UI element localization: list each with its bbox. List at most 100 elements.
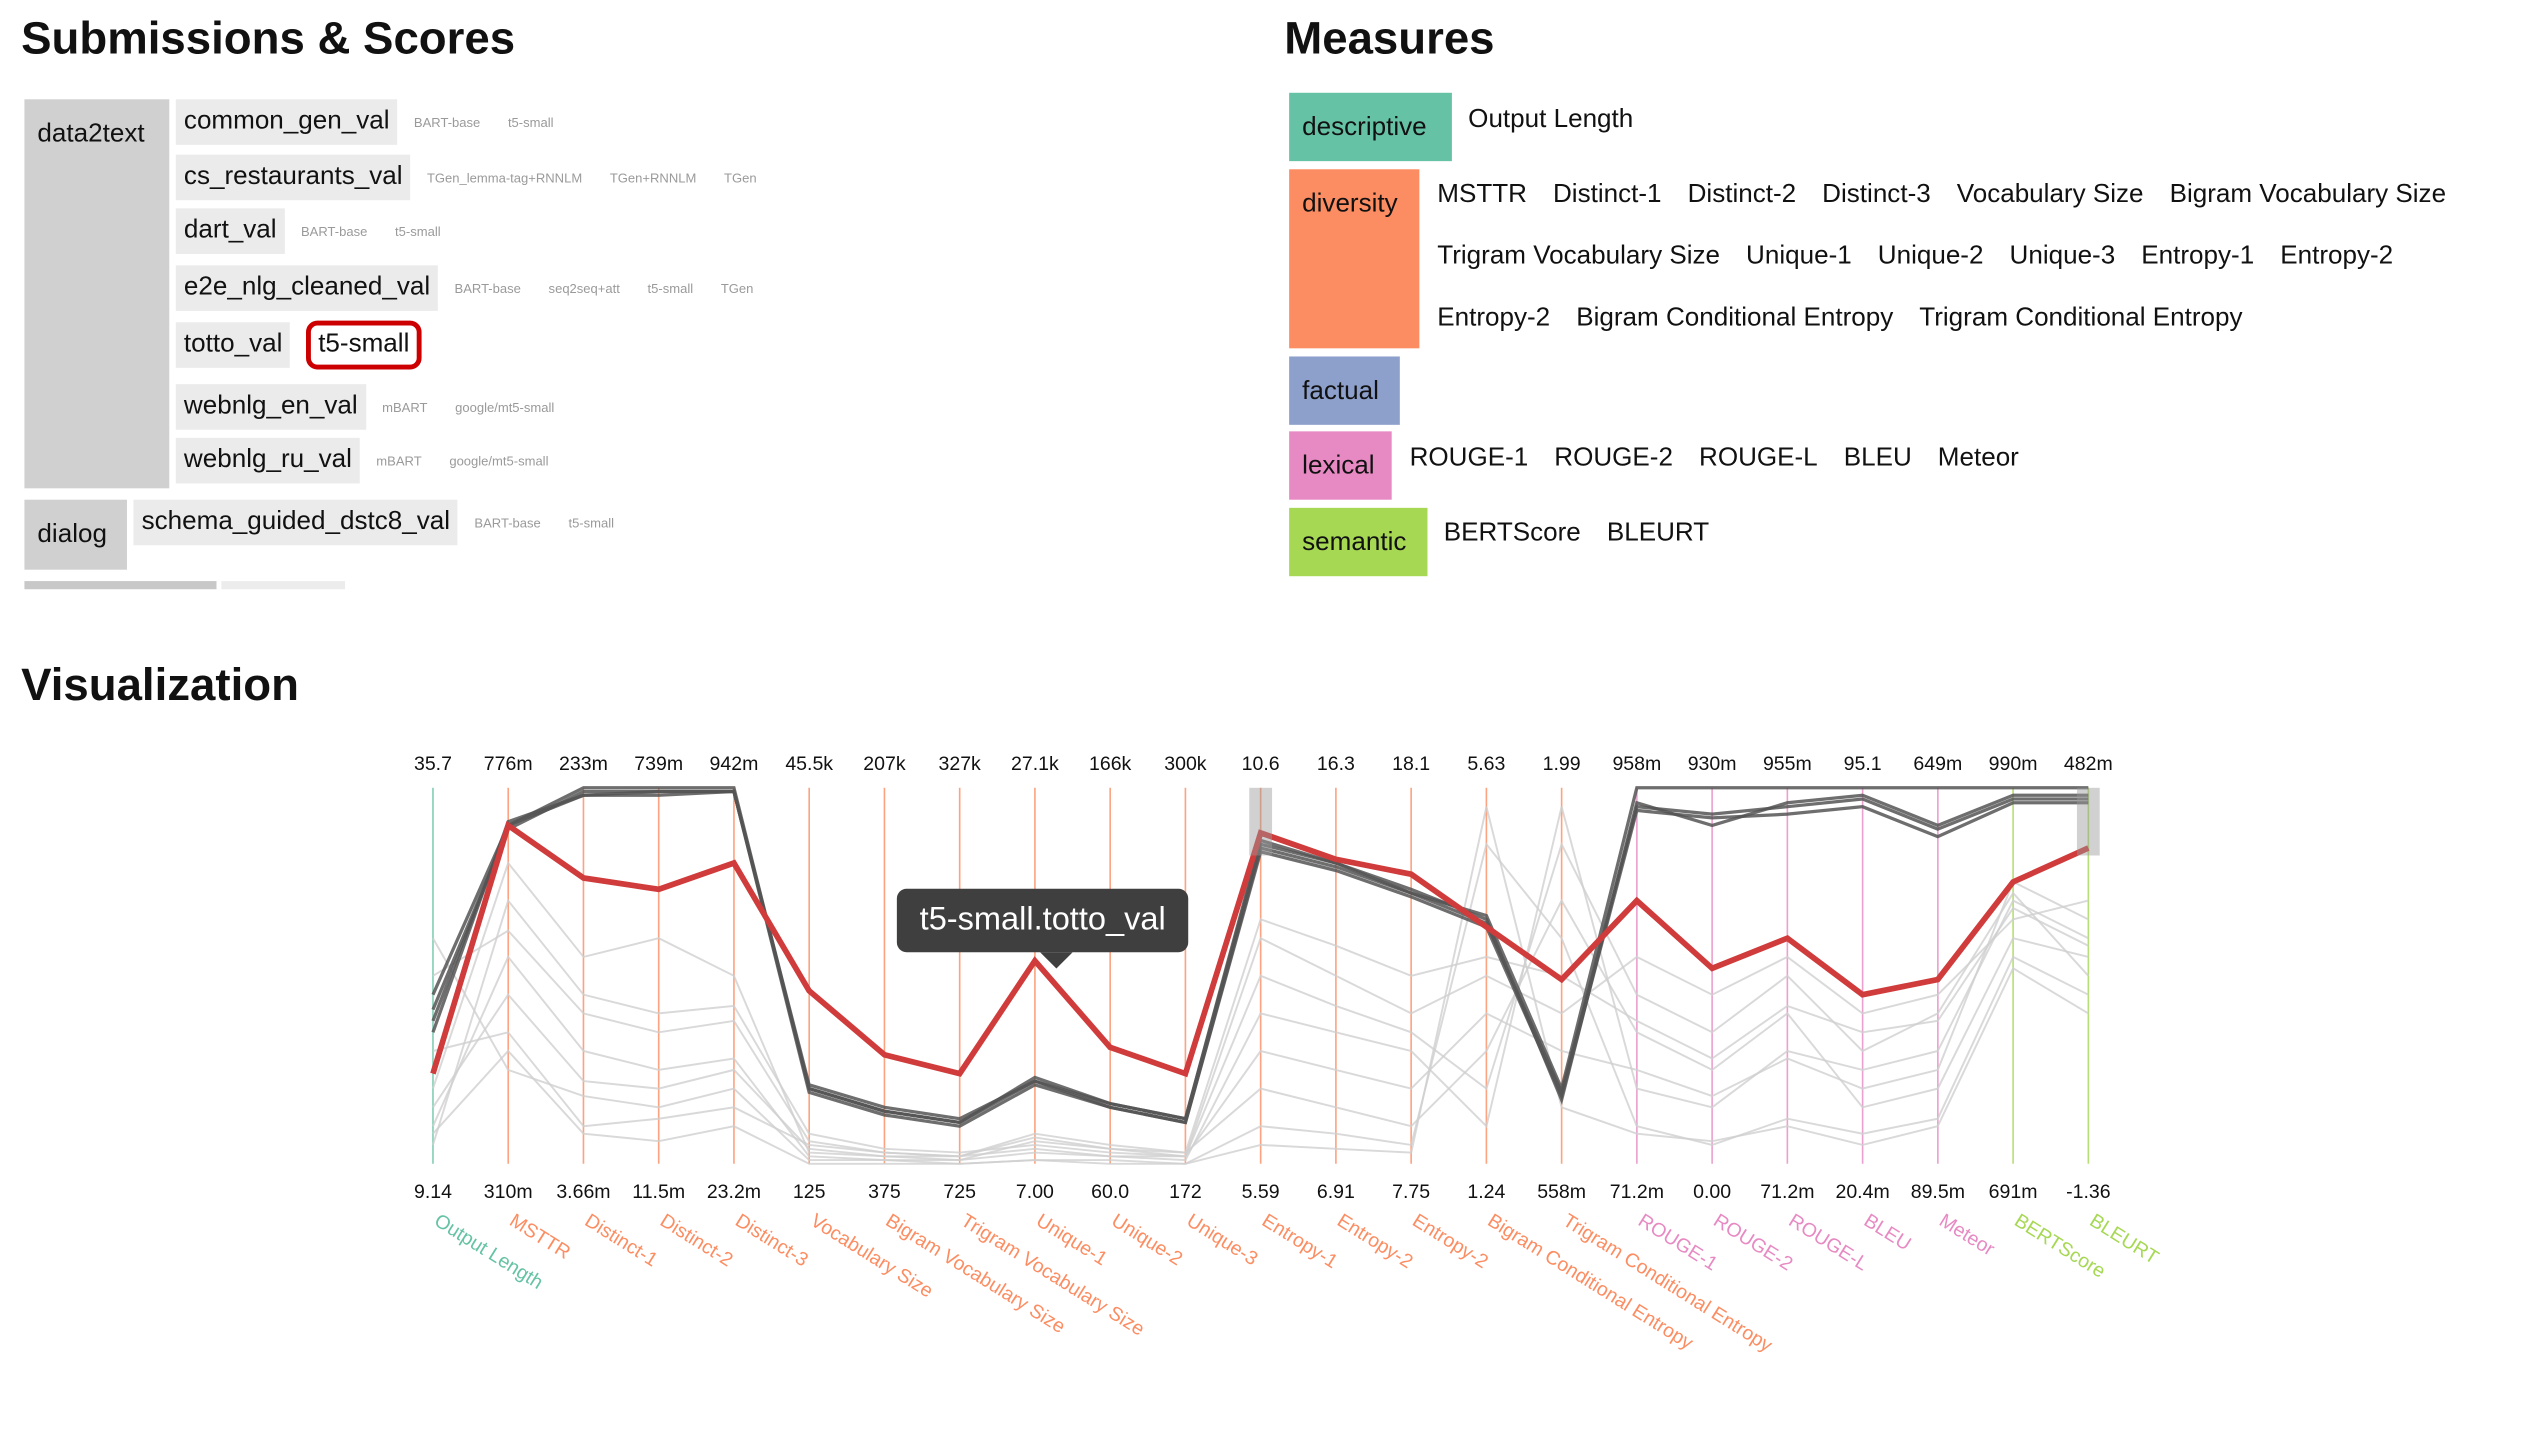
measure-item[interactable]: BLEU <box>1843 444 1912 473</box>
model-chip[interactable]: mBART <box>382 399 428 415</box>
axis-name-label[interactable]: Entropy-1 <box>1258 1210 1341 1273</box>
axis-name-label[interactable]: Distinct-3 <box>731 1210 812 1272</box>
axis-name-label[interactable]: Entropy-2 <box>1408 1210 1491 1273</box>
axis-name-label[interactable]: ROUGE-L <box>1785 1210 1872 1276</box>
dataset-e2e-nlg-cleaned-val[interactable]: e2e_nlg_cleaned_val <box>175 265 439 311</box>
series-line-background[interactable] <box>432 842 2089 1165</box>
axis-min-label: 375 <box>868 1181 901 1203</box>
measure-item[interactable]: ROUGE-2 <box>1554 444 1673 473</box>
axis-name-label[interactable]: ROUGE-2 <box>1709 1210 1796 1276</box>
model-chip[interactable]: t5-small <box>647 280 694 296</box>
axis-max-label: 739m <box>634 753 683 775</box>
dataset-totto-val[interactable]: totto_val <box>175 322 291 368</box>
category-semantic[interactable]: semantic <box>1289 507 1428 577</box>
axis-brush[interactable] <box>2076 787 2100 856</box>
measure-item[interactable]: Unique-1 <box>1746 242 1852 271</box>
dataset-common-gen-val[interactable]: common_gen_val <box>175 99 398 145</box>
model-chip[interactable]: BART-base <box>474 515 541 530</box>
model-chip[interactable]: t5-small <box>395 223 441 239</box>
series-line-background[interactable] <box>432 898 2089 1158</box>
dataset-webnlg-en-val[interactable]: webnlg_en_val <box>175 384 366 430</box>
dataset-row: schema_guided_dstc8_val BART-base t5-sma… <box>133 499 641 546</box>
measure-list-diversity: MSTTR Distinct-1 Distinct-2 Distinct-3 Vocab… <box>1437 164 2544 350</box>
series-line-background[interactable] <box>432 906 2089 1158</box>
measure-item[interactable]: Distinct-2 <box>1687 180 1797 209</box>
model-chip[interactable]: BART-base <box>454 280 521 296</box>
scrollbar-thumb[interactable] <box>24 581 217 590</box>
category-factual[interactable]: factual <box>1289 356 1400 425</box>
measure-item[interactable]: BERTScore <box>1443 519 1581 547</box>
measure-item[interactable]: Trigram Conditional Entropy <box>1919 304 2243 333</box>
measure-item[interactable]: Bigram Vocabulary Size <box>2169 180 2447 209</box>
model-chip[interactable]: TGen <box>720 280 754 296</box>
scrollbar-track[interactable] <box>221 581 346 590</box>
dataset-dart-val[interactable]: dart_val <box>175 208 285 254</box>
model-chip[interactable]: BART-base <box>413 114 481 130</box>
series-line-background[interactable] <box>432 898 2089 1158</box>
axis-name-label[interactable]: Unique-2 <box>1108 1210 1187 1271</box>
category-descriptive[interactable]: descriptive <box>1289 92 1452 162</box>
axis-min-label: 725 <box>943 1181 976 1203</box>
measure-item[interactable]: Trigram Vocabulary Size <box>1437 242 1720 271</box>
axis-name-label[interactable]: Distinct-2 <box>656 1210 737 1272</box>
axis-max-label: 5.63 <box>1467 753 1505 775</box>
axis-min-label: 9.14 <box>414 1181 452 1203</box>
axis-min-label: 20.4m <box>1835 1181 1889 1203</box>
task-dialog[interactable]: dialog <box>24 499 127 570</box>
measure-item[interactable]: MSTTR <box>1437 180 1527 209</box>
measure-item[interactable]: Unique-3 <box>2009 242 2116 271</box>
category-lexical[interactable]: lexical <box>1289 431 1392 500</box>
task-data2text[interactable]: data2text <box>24 99 170 489</box>
model-chip[interactable]: seq2seq+att <box>548 280 620 296</box>
axis-brush[interactable] <box>1249 787 1273 856</box>
axis-min-label: 0.00 <box>1693 1181 1731 1203</box>
measure-item[interactable]: Distinct-3 <box>1822 180 1931 209</box>
measure-list-semantic: BERTScore BLEURT <box>1444 503 1735 565</box>
series-line-background[interactable] <box>432 806 2089 1165</box>
category-diversity[interactable]: diversity <box>1289 169 1420 349</box>
measure-item[interactable]: Distinct-1 <box>1553 180 1662 209</box>
axis-name-label[interactable]: Unique-3 <box>1183 1210 1262 1271</box>
measure-item[interactable]: Output Length <box>1468 105 1634 134</box>
axis-max-label: 942m <box>710 753 759 775</box>
model-chip[interactable]: TGen <box>723 170 757 185</box>
model-chip[interactable]: t5-small <box>568 515 615 530</box>
measure-item[interactable]: Entropy-2 <box>1437 304 1551 333</box>
dataset-cs-restaurants-val[interactable]: cs_restaurants_val <box>175 154 411 201</box>
measure-item[interactable]: Bigram Conditional Entropy <box>1576 304 1894 333</box>
model-chip[interactable]: google/mt5-small <box>455 399 555 415</box>
axis-name-label[interactable]: Entropy-2 <box>1333 1210 1416 1273</box>
measure-item[interactable]: Entropy-2 <box>2280 242 2394 271</box>
axis-max-label: 990m <box>1989 753 2038 775</box>
measure-item[interactable]: Unique-2 <box>1877 242 1984 271</box>
model-chip-selected[interactable]: t5-small <box>306 320 421 370</box>
axis-max-label: 930m <box>1688 753 1737 775</box>
series-line-background[interactable] <box>432 841 2090 1162</box>
measure-item[interactable]: ROUGE-1 <box>1409 444 1529 473</box>
model-chip[interactable]: BART-base <box>300 223 368 239</box>
axis-name-label[interactable]: BLEU <box>1860 1210 1915 1256</box>
measure-item[interactable]: BLEURT <box>1606 519 1710 547</box>
axis-max-label: 955m <box>1763 753 1812 775</box>
axis-name-label[interactable]: Distinct-1 <box>581 1210 662 1272</box>
series-line-background[interactable] <box>432 860 2089 1158</box>
measure-item[interactable]: ROUGE-L <box>1699 444 1818 473</box>
measure-item[interactable]: Vocabulary Size <box>1956 180 2144 209</box>
measure-item[interactable]: Meteor <box>1937 444 2019 473</box>
model-chip[interactable]: TGen+RNNLM <box>609 170 697 185</box>
series-line-highlighted[interactable] <box>430 820 2090 1078</box>
model-chip[interactable]: TGen_lemma-tag+RNNLM <box>426 170 583 185</box>
axis-max-label: 1.99 <box>1543 753 1581 775</box>
dataset-webnlg-ru-val[interactable]: webnlg_ru_val <box>175 437 361 484</box>
axis-min-label: 7.75 <box>1392 1181 1430 1203</box>
measure-item[interactable]: Entropy-1 <box>2141 242 2255 271</box>
axis-max-label: 207k <box>863 753 906 775</box>
model-chip[interactable]: mBART <box>376 453 422 468</box>
model-chip[interactable]: google/mt5-small <box>449 453 549 468</box>
axis-name-label[interactable]: Meteor <box>1935 1210 1999 1261</box>
series-line-background[interactable] <box>432 806 2089 1162</box>
model-chip[interactable]: t5-small <box>507 114 554 130</box>
dataset-schema-guided-dstc8-val[interactable]: schema_guided_dstc8_val <box>133 499 459 546</box>
